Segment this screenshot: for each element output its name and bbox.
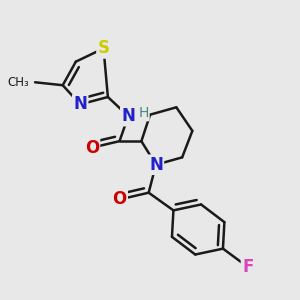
Text: CH₃: CH₃ [8, 76, 29, 89]
Text: F: F [242, 258, 254, 276]
Text: N: N [149, 156, 163, 174]
Text: O: O [112, 190, 127, 208]
Text: O: O [85, 139, 99, 157]
Text: N: N [121, 107, 135, 125]
Text: H: H [138, 106, 148, 120]
Text: S: S [98, 39, 110, 57]
Text: N: N [73, 95, 87, 113]
